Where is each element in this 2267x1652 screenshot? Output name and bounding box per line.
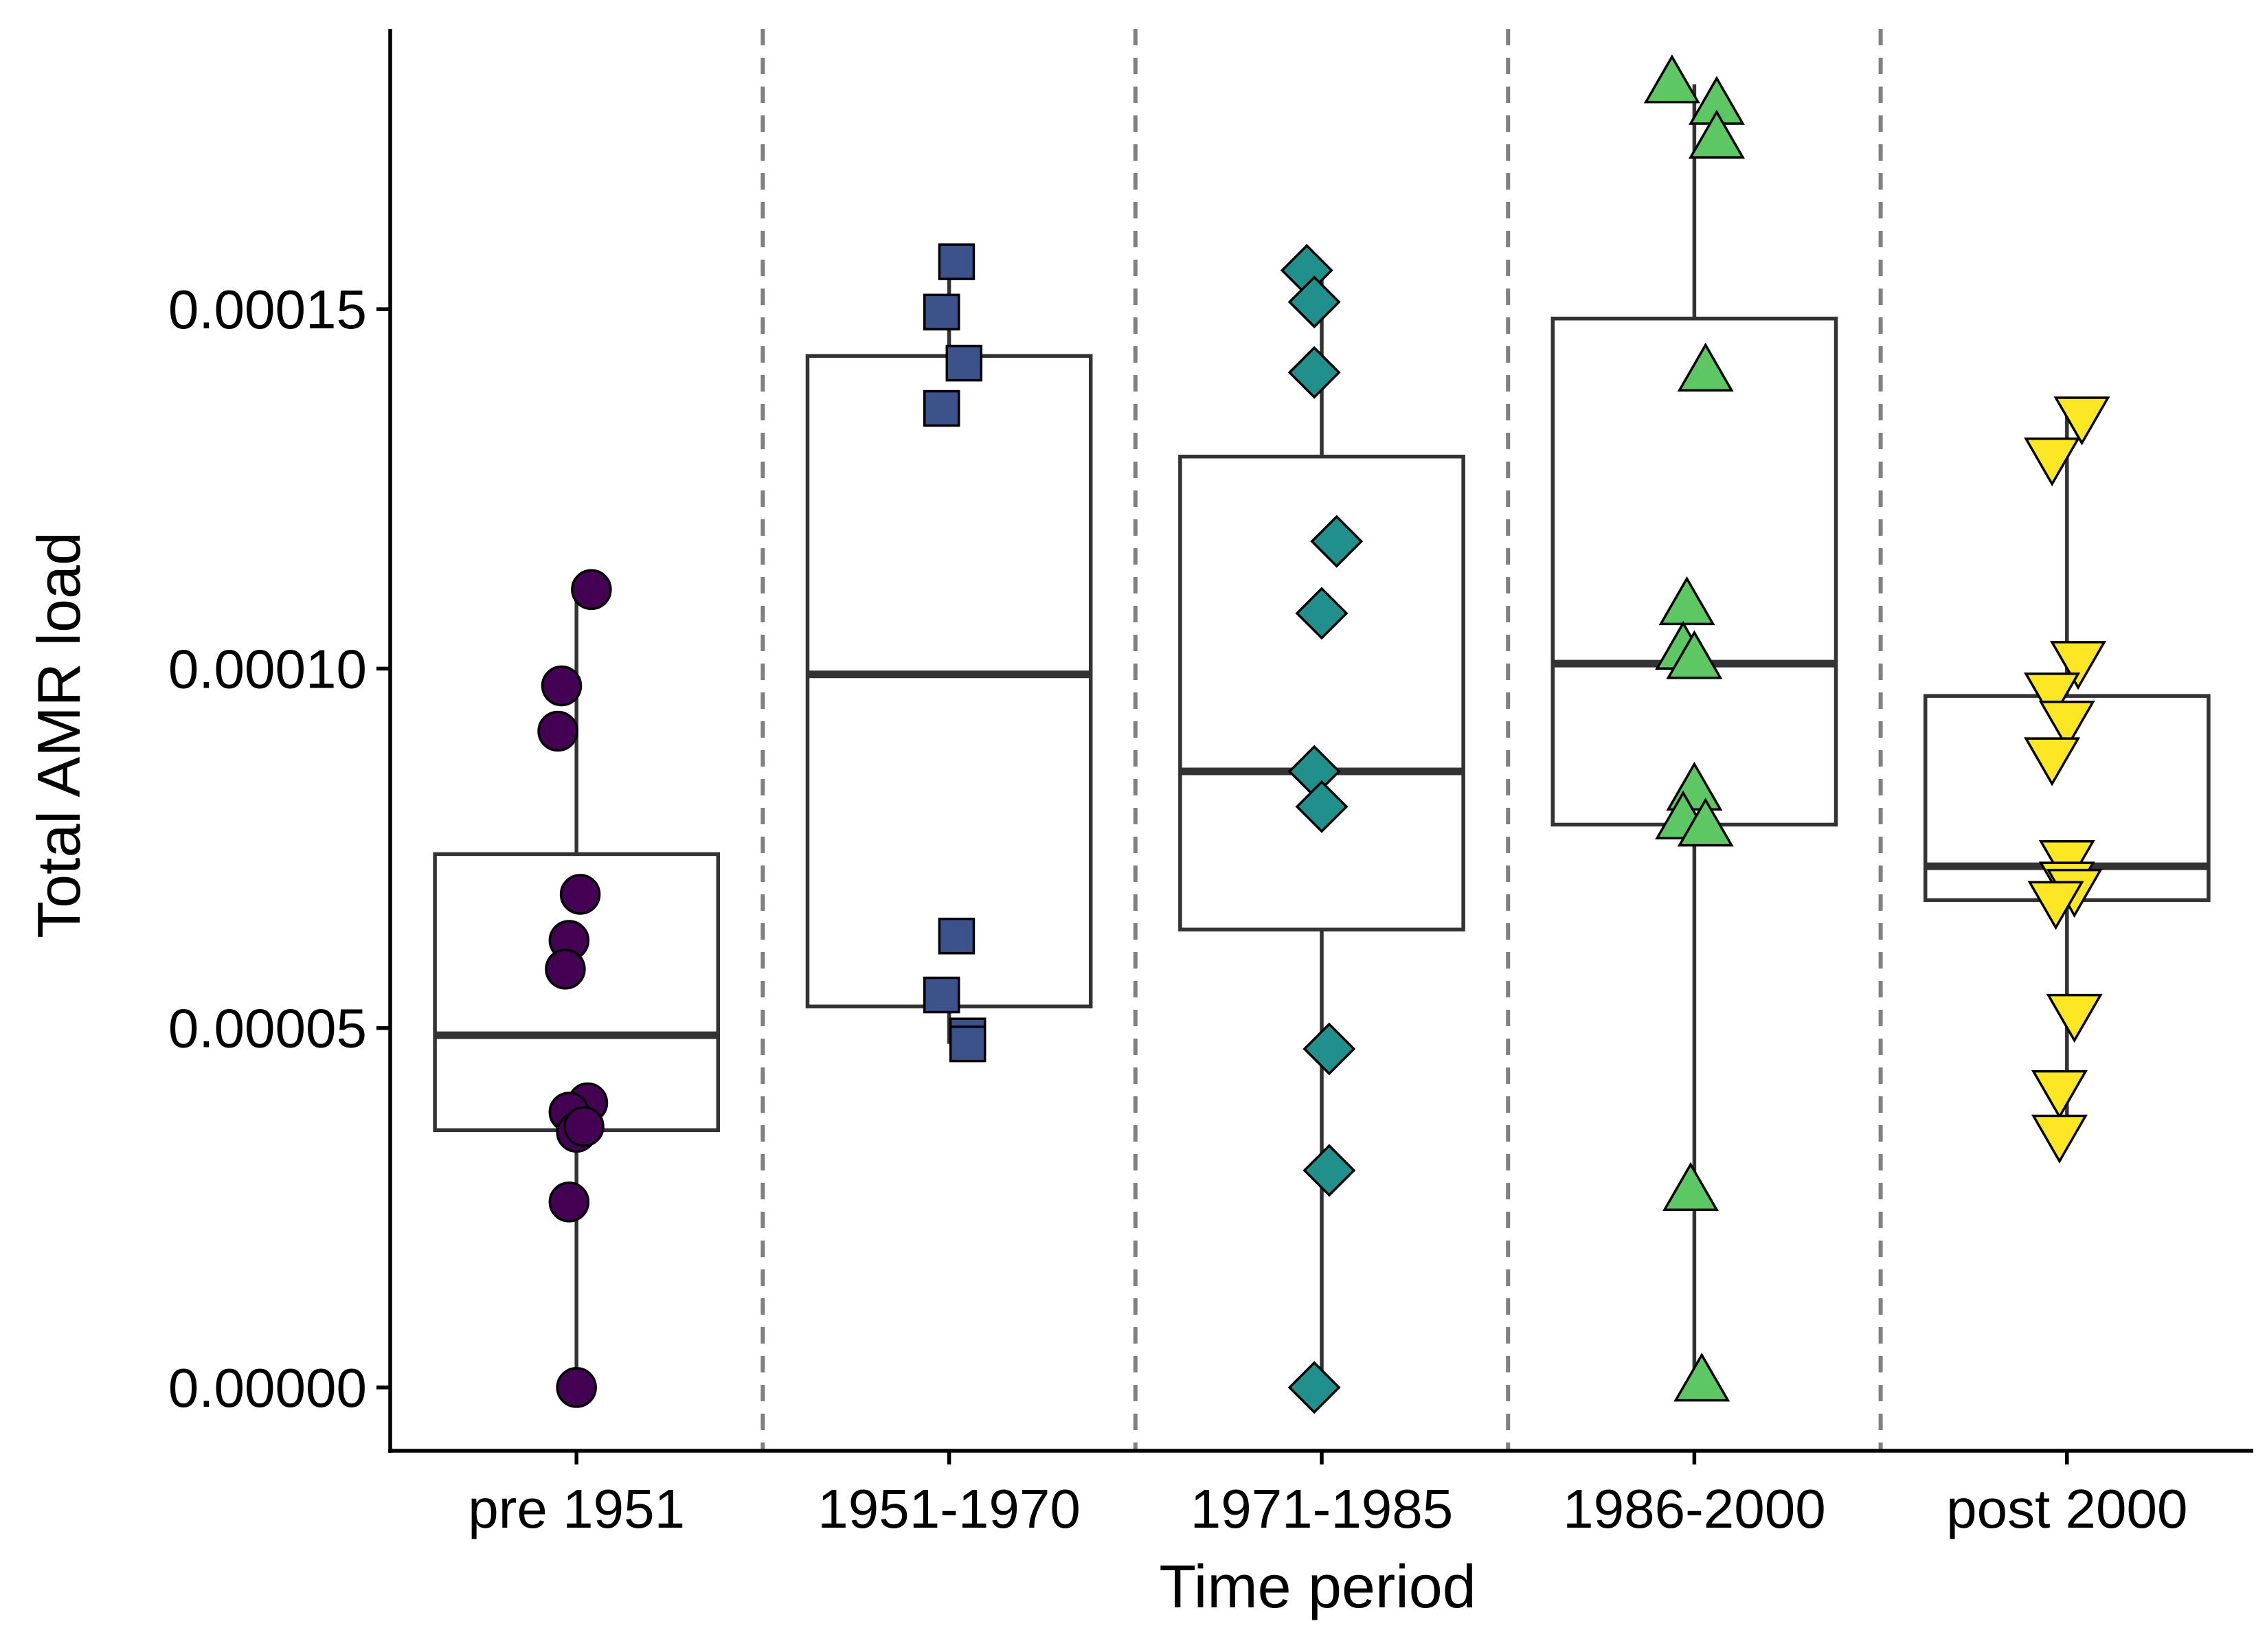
boxplots: [433, 84, 2211, 1388]
data-point: [559, 874, 601, 915]
data-points: [537, 54, 2110, 1414]
data-point: [541, 665, 583, 707]
data-point: [1287, 1361, 1341, 1414]
data-point: [2027, 881, 2084, 930]
data-point: [1302, 1022, 1356, 1076]
data-point: [1287, 346, 1341, 399]
data-point: [1662, 1162, 1719, 1212]
data-point: [563, 1106, 605, 1147]
x-tick-label: 1971-1985: [1191, 1478, 1454, 1539]
box-iqr: [1178, 454, 1465, 932]
data-point: [1673, 1353, 1730, 1402]
data-point: [2024, 737, 2081, 787]
data-point: [2053, 396, 2110, 446]
data-point: [537, 710, 578, 752]
data-point: [1666, 630, 1723, 679]
x-tick-label: 1951-1970: [817, 1478, 1081, 1539]
box-iqr: [1550, 316, 1838, 827]
period-separators: [760, 29, 1883, 1451]
data-point: [949, 1025, 986, 1063]
data-point: [923, 293, 960, 331]
data-point: [1310, 514, 1364, 568]
data-point: [945, 344, 983, 382]
box-iqr: [805, 354, 1093, 1009]
data-point: [938, 917, 975, 955]
data-point: [923, 976, 960, 1014]
data-point: [1302, 1144, 1356, 1197]
data-point: [2024, 672, 2081, 722]
data-point: [2038, 700, 2095, 750]
data-point: [2031, 1070, 2088, 1120]
y-tick-label: 0.00005: [168, 998, 367, 1059]
data-point: [1295, 780, 1349, 833]
y-axis-ticks: 0.00000 0.00005 0.00010 0.00015: [168, 279, 390, 1418]
y-axis-title: Total AMR load: [25, 532, 93, 938]
data-point: [2031, 1114, 2088, 1164]
data-point: [1287, 275, 1341, 329]
data-point: [2046, 993, 2103, 1043]
data-point: [923, 389, 960, 427]
data-point: [1677, 797, 1734, 847]
y-tick-label: 0.00000: [168, 1357, 367, 1418]
data-point: [556, 1367, 597, 1408]
y-tick-label: 0.00010: [168, 638, 367, 699]
data-point: [2024, 437, 2081, 487]
data-point: [571, 569, 612, 611]
x-axis-title: Time period: [1159, 1552, 1476, 1620]
data-point: [1643, 54, 1700, 104]
data-point: [2050, 641, 2107, 690]
data-point: [1677, 342, 1734, 392]
data-point: [1295, 587, 1349, 640]
x-axis-ticks: pre 1951 1951-1970 1971-1985 1986-2000 post …: [468, 1451, 2188, 1539]
data-point: [1688, 109, 1745, 159]
y-tick-label: 0.00015: [168, 279, 367, 340]
x-tick-label: pre 1951: [468, 1478, 685, 1539]
data-point: [548, 1181, 590, 1223]
x-tick-label: 1986-2000: [1563, 1478, 1826, 1539]
x-tick-label: post 2000: [1946, 1478, 2187, 1539]
data-point: [1658, 576, 1715, 626]
data-point: [545, 949, 586, 990]
data-point: [938, 243, 975, 280]
